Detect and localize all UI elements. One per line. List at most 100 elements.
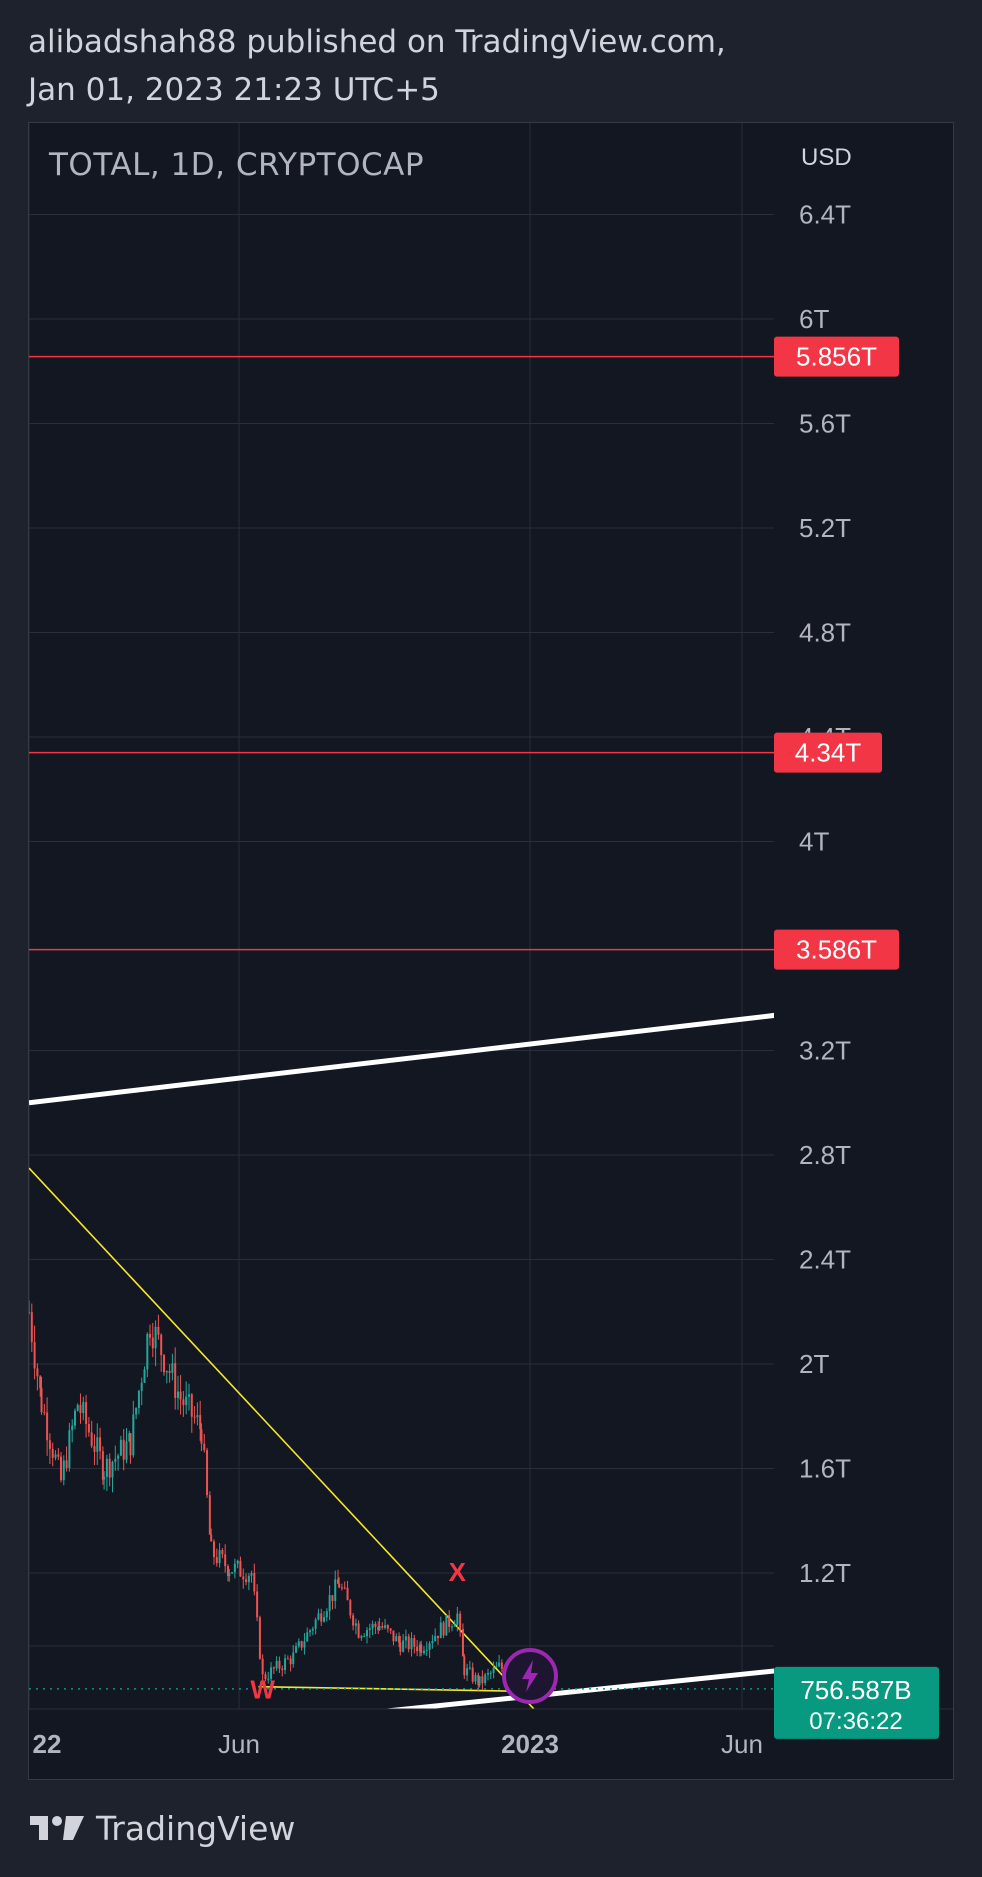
candle-body — [314, 1619, 317, 1629]
candle-body — [151, 1337, 154, 1349]
chart-frame[interactable]: WXUSD6.4T6T5.6T5.2T4.8T4.4T4T3.2T2.8T2.4… — [28, 122, 954, 1780]
y-tick-label: 5.2T — [799, 513, 851, 543]
candle-body — [407, 1636, 410, 1650]
price-countdown-label: 07:36:22 — [809, 1708, 902, 1735]
candle-body — [62, 1460, 65, 1481]
candle-body — [57, 1454, 60, 1457]
candle-body — [82, 1402, 85, 1414]
brand-name[interactable]: TradingView — [96, 1808, 296, 1848]
publish-date: Jan 01, 2023 21:23 UTC+5 — [28, 72, 440, 108]
candle-body — [226, 1566, 229, 1576]
candlestick-series — [29, 1300, 535, 1692]
candle-body — [297, 1641, 300, 1647]
candle-body — [101, 1451, 104, 1480]
candle-body — [484, 1674, 487, 1684]
candle-body — [185, 1396, 188, 1406]
candle-body — [157, 1326, 160, 1335]
candle-body — [179, 1391, 182, 1400]
candle-body — [492, 1667, 495, 1673]
candle-body — [278, 1660, 281, 1669]
candle-body — [275, 1660, 278, 1669]
candle-body — [474, 1674, 477, 1682]
candle-body — [256, 1591, 259, 1618]
candle-body — [477, 1674, 480, 1686]
candle-body — [199, 1415, 202, 1430]
x-tick-label: 22 — [33, 1729, 62, 1759]
footer: TradingView — [28, 1805, 295, 1851]
candle-body — [425, 1649, 428, 1651]
candle-body — [242, 1576, 245, 1580]
candle-body — [284, 1658, 287, 1670]
y-tick-label: 4T — [799, 827, 829, 857]
candle-body — [221, 1550, 224, 1555]
candle-body — [346, 1587, 349, 1601]
candle-body — [68, 1430, 71, 1468]
candle-body — [224, 1554, 227, 1567]
candle-body — [174, 1363, 177, 1398]
candle-body — [114, 1458, 117, 1462]
candle-body — [292, 1652, 295, 1665]
candle-body — [486, 1672, 489, 1675]
candle-body — [295, 1646, 298, 1653]
x-tick-label: Jun — [721, 1729, 763, 1759]
candle-body — [190, 1394, 193, 1417]
candle-body — [258, 1617, 261, 1659]
candle-body — [231, 1572, 234, 1574]
candle-body — [128, 1433, 131, 1442]
y-tick-label: 2.4T — [799, 1245, 851, 1275]
candle-body — [206, 1450, 209, 1496]
candle-body — [148, 1333, 151, 1338]
candle-body — [498, 1662, 501, 1667]
candle-body — [171, 1363, 174, 1373]
y-tick-label: 6.4T — [799, 200, 851, 230]
candle-body — [160, 1334, 163, 1356]
candle-body — [317, 1613, 320, 1620]
current-price-label: 756.587B — [800, 1675, 911, 1705]
level-price-tag — [774, 732, 882, 773]
tradingview-logo-icon[interactable] — [28, 1813, 86, 1843]
candle-body — [247, 1575, 250, 1583]
level-price-tag — [774, 929, 899, 970]
candle-body — [30, 1312, 33, 1343]
candle-body — [463, 1656, 466, 1676]
trendline-triangle_top — [29, 1167, 536, 1709]
candle-body — [51, 1448, 54, 1458]
candle-body — [286, 1658, 289, 1660]
candle-body — [236, 1560, 239, 1564]
candle-body — [272, 1667, 275, 1669]
y-tick-label: 2.8T — [799, 1140, 851, 1170]
candle-body — [253, 1573, 256, 1592]
y-tick-label: 1.2T — [799, 1558, 851, 1588]
candle-body — [466, 1668, 469, 1676]
candle-body — [65, 1460, 68, 1468]
candle-body — [377, 1626, 380, 1631]
candle-body — [264, 1674, 267, 1679]
candle-body — [418, 1644, 421, 1652]
lightning-icon — [522, 1660, 538, 1692]
candle-body — [187, 1394, 190, 1397]
y-tick-label: 1.6T — [799, 1454, 851, 1484]
candle-body — [59, 1456, 62, 1481]
candle-body — [402, 1640, 405, 1652]
candle-body — [105, 1458, 108, 1477]
chart-canvas[interactable]: WXUSD6.4T6T5.6T5.2T4.8T4.4T4T3.2T2.8T2.4… — [29, 123, 954, 1780]
y-tick-label: 2T — [799, 1349, 829, 1379]
candle-body — [46, 1412, 49, 1441]
candle-body — [261, 1658, 264, 1675]
candle-body — [300, 1641, 303, 1648]
candle-body — [168, 1370, 171, 1373]
candle-body — [239, 1560, 242, 1577]
candle-body — [165, 1370, 168, 1373]
candle-body — [334, 1579, 337, 1601]
candle-body — [125, 1441, 128, 1460]
candle-body — [478, 1676, 481, 1686]
y-tick-label: 6T — [799, 304, 829, 334]
publish-header: alibadshah88 published on TradingView.co… — [28, 18, 968, 114]
candle-body — [203, 1443, 206, 1451]
candle-body — [343, 1587, 346, 1589]
candle-body — [309, 1630, 312, 1633]
candle-body — [392, 1630, 395, 1642]
candle-body — [416, 1646, 419, 1652]
candle-body — [357, 1623, 360, 1638]
candle-body — [132, 1414, 135, 1456]
